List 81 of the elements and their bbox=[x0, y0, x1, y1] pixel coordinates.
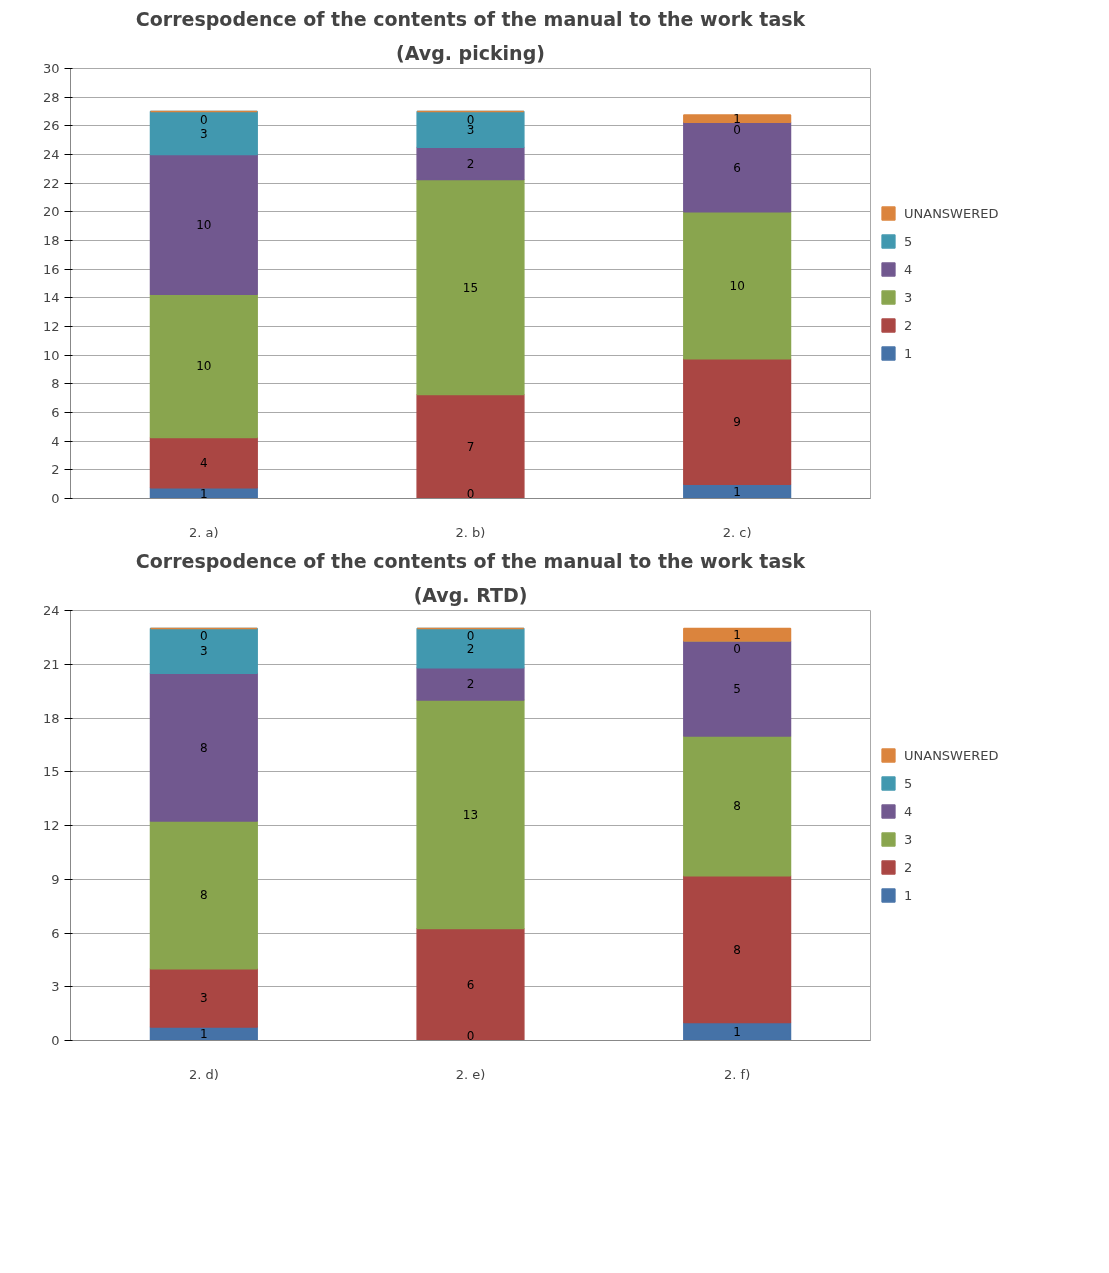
data-label: 7 bbox=[466, 440, 475, 455]
data-label: 1 bbox=[733, 628, 741, 643]
legend-label: 4 bbox=[904, 261, 914, 277]
chart-title: Correspodence of the contents of the manual to the work task bbox=[135, 549, 806, 572]
legend-label: 1 bbox=[904, 887, 914, 903]
y-tick-label: 0 bbox=[51, 1033, 60, 1048]
data-label: 3 bbox=[466, 122, 475, 137]
data-label: 8 bbox=[200, 740, 208, 755]
y-tick-label: 8 bbox=[51, 376, 60, 392]
data-label: 2 bbox=[466, 677, 475, 692]
y-tick-label: 26 bbox=[42, 118, 60, 134]
data-label: 5 bbox=[733, 681, 741, 696]
y-tick-label: 24 bbox=[42, 147, 60, 162]
y-tick-label: 18 bbox=[42, 233, 60, 248]
data-label: 3 bbox=[200, 644, 208, 659]
data-label: 10 bbox=[196, 217, 212, 232]
chart-subtitle: (Avg. picking) bbox=[396, 41, 545, 64]
data-label: 6 bbox=[466, 978, 475, 993]
data-label: 4 bbox=[200, 456, 208, 471]
data-label: 6 bbox=[733, 160, 741, 175]
y-tick-label: 14 bbox=[42, 290, 60, 306]
y-tick-label: 6 bbox=[51, 925, 60, 941]
data-label: 2 bbox=[466, 156, 475, 171]
y-tick-label: 4 bbox=[51, 433, 60, 449]
y-tick-label: 10 bbox=[42, 347, 60, 363]
legend-label: 5 bbox=[904, 775, 914, 791]
y-tick-label: 18 bbox=[42, 710, 60, 726]
x-tick-label: 2. d) bbox=[188, 1066, 219, 1082]
y-tick-label: 28 bbox=[42, 89, 60, 105]
data-label: 3 bbox=[200, 991, 208, 1006]
data-label: 0 bbox=[466, 1028, 475, 1043]
chart-title: Correspodence of the contents of the manual to the work task bbox=[135, 7, 806, 30]
y-tick-label: 3 bbox=[51, 979, 60, 995]
legend-label: 2 bbox=[904, 859, 914, 875]
data-label: 1 bbox=[200, 1027, 208, 1042]
data-label: 2 bbox=[466, 641, 475, 656]
data-label: 0 bbox=[466, 486, 475, 501]
x-tick-label: 2. f) bbox=[724, 1066, 751, 1082]
y-tick-label: 30 bbox=[42, 61, 60, 76]
y-tick-label: 2 bbox=[51, 462, 60, 478]
data-label: 1 bbox=[200, 486, 208, 501]
data-label: 0 bbox=[733, 123, 741, 138]
y-tick-label: 20 bbox=[42, 204, 60, 220]
y-tick-label: 6 bbox=[51, 405, 60, 420]
legend-label: 1 bbox=[904, 345, 914, 361]
y-tick-label: 9 bbox=[51, 871, 60, 887]
data-label: 13 bbox=[462, 807, 479, 822]
y-tick-label: 24 bbox=[42, 603, 60, 618]
y-tick-label: 16 bbox=[42, 261, 60, 277]
data-label: 1 bbox=[733, 1025, 741, 1040]
legend-label: 2 bbox=[904, 317, 914, 333]
data-label: 1 bbox=[733, 484, 741, 499]
legend-label: UNANSWERED bbox=[904, 205, 999, 221]
data-label: 0 bbox=[200, 112, 208, 127]
legend-label: 3 bbox=[904, 831, 914, 847]
legend-label: 4 bbox=[904, 803, 914, 819]
legend-label: 3 bbox=[904, 289, 914, 305]
data-label: 9 bbox=[733, 414, 741, 429]
data-label: 0 bbox=[466, 629, 475, 644]
x-tick-label: 2. a) bbox=[189, 524, 219, 540]
data-label: 8 bbox=[733, 799, 741, 814]
chart-subtitle: (Avg. RTD) bbox=[413, 583, 528, 606]
y-tick-label: 0 bbox=[51, 491, 60, 506]
y-tick-label: 15 bbox=[42, 764, 60, 780]
data-label: 0 bbox=[733, 641, 741, 656]
x-tick-label: 2. c) bbox=[722, 524, 752, 540]
y-tick-label: 12 bbox=[42, 818, 60, 833]
data-label: 3 bbox=[200, 126, 208, 141]
legend-label: UNANSWERED bbox=[904, 747, 999, 763]
x-tick-label: 2. b) bbox=[455, 524, 486, 540]
y-tick-label: 21 bbox=[42, 656, 60, 672]
legend-label: 5 bbox=[904, 233, 914, 249]
data-label: 15 bbox=[462, 280, 479, 295]
data-label: 0 bbox=[200, 629, 208, 644]
data-label: 8 bbox=[733, 942, 741, 957]
data-label: 10 bbox=[729, 278, 745, 293]
x-tick-label: 2. e) bbox=[455, 1066, 486, 1082]
data-label: 8 bbox=[200, 888, 208, 903]
y-tick-label: 12 bbox=[42, 319, 60, 334]
y-tick-label: 22 bbox=[42, 175, 60, 191]
data-label: 10 bbox=[196, 359, 212, 374]
